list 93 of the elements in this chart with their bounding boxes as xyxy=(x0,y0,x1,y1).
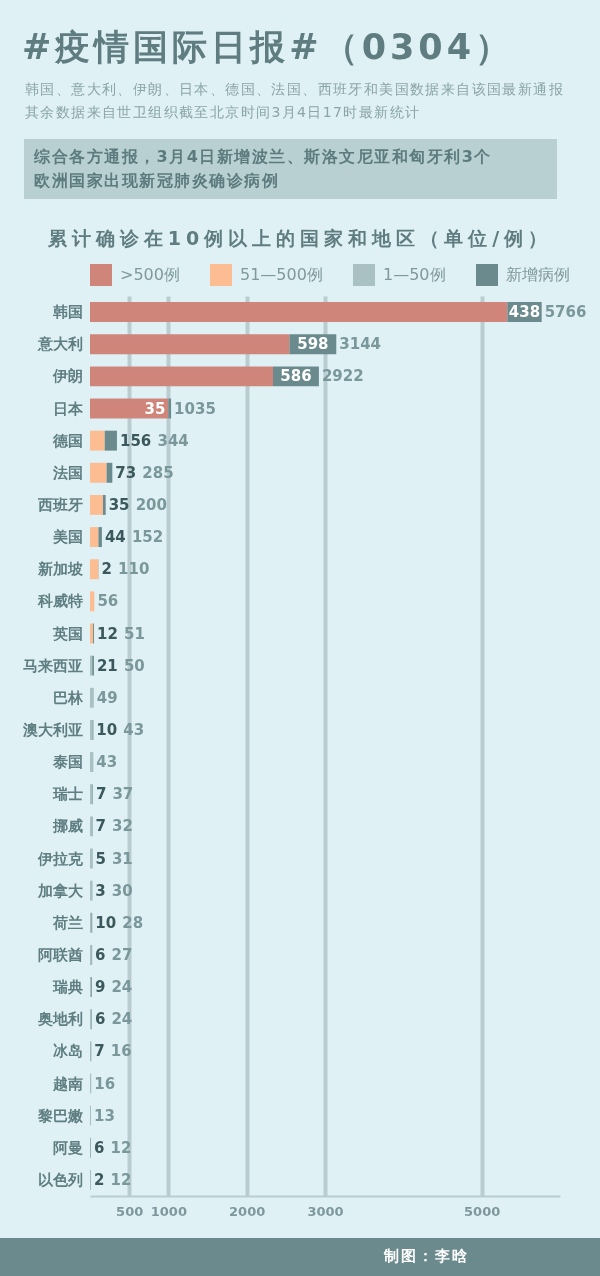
y-tick-label: 荷兰 xyxy=(51,913,83,932)
y-tick-label: 伊朗 xyxy=(51,367,83,386)
y-tick-label: 伊拉克 xyxy=(36,849,84,868)
legend-label: >500例 xyxy=(120,265,180,284)
data-label: 73 xyxy=(115,463,137,482)
total-label: 28 xyxy=(122,913,144,932)
total-label: 30 xyxy=(111,881,133,900)
y-tick-label: 加拿大 xyxy=(36,881,84,900)
y-tick-label: 以色列 xyxy=(37,1170,83,1189)
data-label: 586 xyxy=(280,367,312,386)
x-tick-label: 2000 xyxy=(229,1203,266,1219)
total-label: 152 xyxy=(131,528,164,547)
total-label: 49 xyxy=(96,688,118,707)
data-label: 35 xyxy=(108,495,130,514)
total-label: 5766 xyxy=(544,303,587,322)
x-tick-label: 3000 xyxy=(307,1203,344,1219)
total-label: 43 xyxy=(123,720,145,739)
total-label: 285 xyxy=(142,463,174,482)
y-tick-label: 日本 xyxy=(52,399,84,418)
data-label: 44 xyxy=(104,528,126,547)
y-tick-label: 德国 xyxy=(51,431,83,450)
chart-title: #疫情国际日报#（0304） xyxy=(22,26,515,69)
data-label: 7 xyxy=(94,1042,105,1061)
y-tick-label: 新加坡 xyxy=(36,560,84,579)
y-tick-label: 瑞士 xyxy=(51,785,83,804)
y-tick-label: 巴林 xyxy=(52,688,84,707)
data-label: 6 xyxy=(94,1010,106,1029)
data-label: 3 xyxy=(95,881,106,900)
legend-label: 51—500例 xyxy=(240,265,323,284)
y-tick-label: 阿联酋 xyxy=(37,945,83,964)
y-tick-label: 英国 xyxy=(51,624,83,643)
total-label: 13 xyxy=(94,1106,115,1125)
total-label: 2922 xyxy=(321,367,364,386)
data-label: 6 xyxy=(93,1138,105,1157)
data-label: 12 xyxy=(97,624,118,643)
total-label: 1035 xyxy=(174,399,216,418)
total-label: 32 xyxy=(112,817,133,836)
data-label: 9 xyxy=(94,978,106,997)
y-tick-label: 挪威 xyxy=(51,817,83,836)
y-tick-label: 澳大利亚 xyxy=(21,720,83,739)
y-tick-label: 冰岛 xyxy=(52,1042,83,1061)
y-tick-label: 越南 xyxy=(51,1074,83,1093)
legend-label: 1—50例 xyxy=(383,265,446,284)
data-label: 156 xyxy=(119,431,152,450)
data-label: 2 xyxy=(93,1170,105,1189)
y-tick-label: 奥地利 xyxy=(36,1010,83,1029)
total-label: 24 xyxy=(111,978,133,997)
data-label: 7 xyxy=(95,785,107,804)
total-label: 51 xyxy=(123,624,145,643)
data-label: 6 xyxy=(95,945,106,964)
total-label: 37 xyxy=(112,785,134,804)
data-label: 10 xyxy=(96,720,118,739)
data-label: 21 xyxy=(96,656,118,675)
total-label: 16 xyxy=(94,1074,116,1093)
text: 制图：李晗 xyxy=(384,1247,469,1266)
total-label: 56 xyxy=(97,592,119,611)
total-label: 12 xyxy=(110,1170,132,1189)
y-tick-label: 泰国 xyxy=(51,753,83,772)
data-label: 35 xyxy=(144,399,166,418)
text: 累计确诊在10例以上的国家和地区（单位/例） xyxy=(46,226,554,251)
chart-subtitle: 韩国、意大利、伊朗、日本、德国、法国、西班牙和美国数据来自该国最新通报其余数据来自世卫组织截至北京时间3月4日17时最新统计 xyxy=(25,80,565,122)
total-label: 50 xyxy=(123,656,145,675)
y-tick-label: 法国 xyxy=(51,463,83,482)
total-label: 27 xyxy=(111,945,133,964)
callout-box: 综合各方通报，3月4日新增波兰、斯洛文尼亚和匈牙利3个欧洲国家出现新冠肺炎确诊病例 xyxy=(24,139,557,199)
total-label: 344 xyxy=(157,431,189,450)
data-label: 438 xyxy=(508,303,541,322)
y-tick-label: 意大利 xyxy=(36,335,83,354)
total-label: 43 xyxy=(96,753,118,772)
data-label: 598 xyxy=(297,335,329,354)
data-label: 2 xyxy=(101,560,113,579)
y-tick-label: 科威特 xyxy=(36,592,83,611)
total-label: 31 xyxy=(111,849,133,868)
y-tick-label: 马来西亚 xyxy=(22,656,83,675)
data-label: 7 xyxy=(95,817,106,836)
total-label: 3144 xyxy=(339,335,382,354)
y-tick-label: 瑞典 xyxy=(51,978,83,997)
x-tick-label: 500 xyxy=(116,1203,144,1219)
total-label: 200 xyxy=(135,495,167,514)
x-tick-label: 5000 xyxy=(464,1203,501,1219)
total-label: 16 xyxy=(110,1042,132,1061)
y-tick-label: 黎巴嫩 xyxy=(36,1106,84,1125)
legend-label: 新增病例 xyxy=(506,265,570,284)
y-tick-label: 美国 xyxy=(51,528,83,547)
data-label: 10 xyxy=(95,913,117,932)
total-label: 110 xyxy=(118,560,150,579)
total-label: 12 xyxy=(110,1138,132,1157)
y-tick-label: 韩国 xyxy=(51,303,83,322)
x-tick-label: 1000 xyxy=(150,1203,187,1219)
y-tick-label: 西班牙 xyxy=(36,495,83,514)
y-tick-label: 阿曼 xyxy=(52,1138,83,1157)
data-label: 5 xyxy=(95,849,106,868)
total-label: 24 xyxy=(111,1010,133,1029)
